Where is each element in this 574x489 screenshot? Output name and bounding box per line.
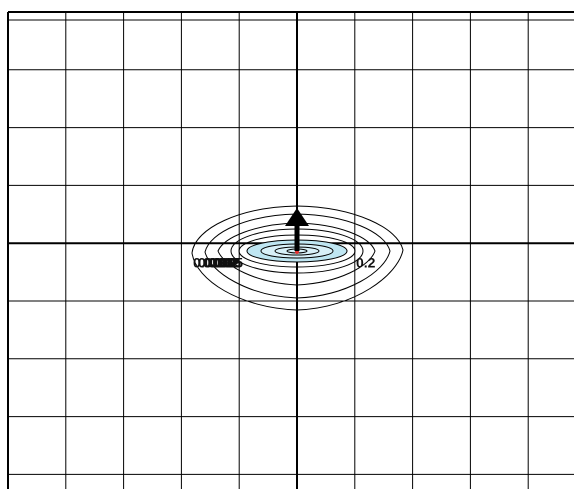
contour — [191, 205, 404, 311]
arrow-head — [285, 208, 309, 226]
contour-label: 0.005 — [208, 255, 243, 271]
contour-label: 0.002 — [203, 255, 238, 271]
contour — [204, 213, 391, 299]
contour-label: 0.0002 — [193, 255, 236, 271]
contour-label: 0.02 — [213, 255, 240, 271]
contour — [217, 222, 376, 286]
contour-label: 2. — [218, 255, 230, 271]
contour-label: 0.2 — [356, 255, 376, 271]
contour-label: 0.0005 — [198, 255, 241, 271]
